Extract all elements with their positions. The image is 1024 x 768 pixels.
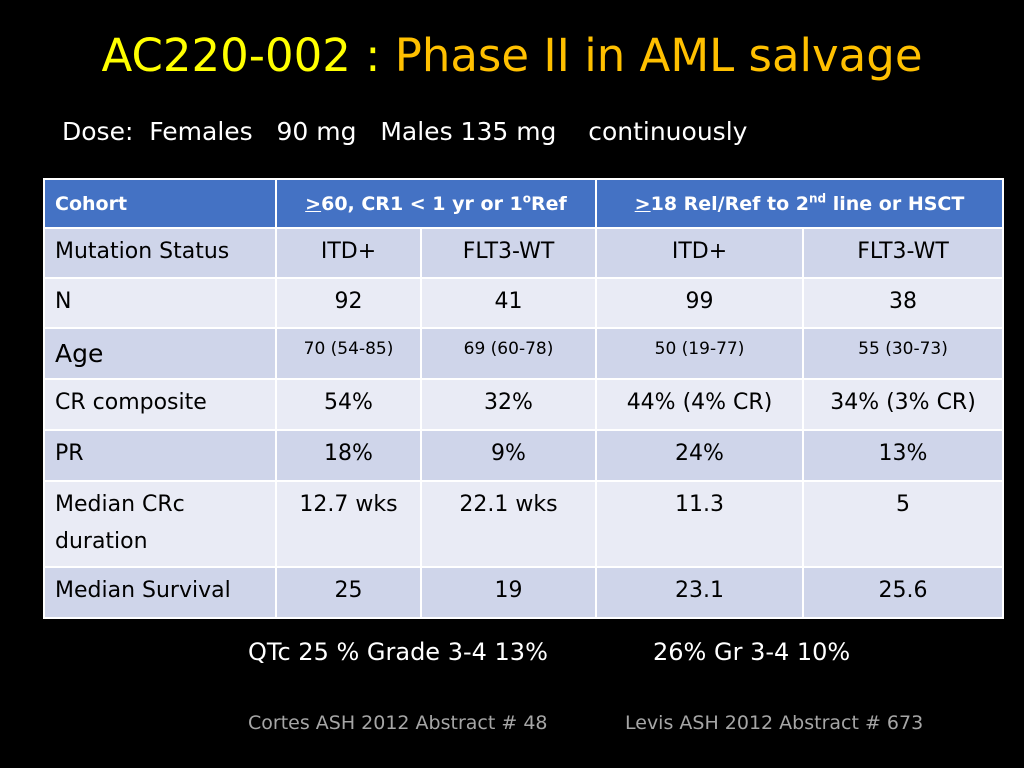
- row-label: N: [43, 277, 277, 329]
- slide-title: AC220-002 : Phase II in AML salvage: [0, 28, 1024, 84]
- table-row: PR 18% 9% 24% 13%: [43, 429, 1005, 482]
- header-group-2-prefix: >: [634, 192, 651, 215]
- table-row: Mutation Status ITD+ FLT3-WT ITD+ FLT3-W…: [43, 227, 1005, 279]
- table-cell: 22.1 wks: [420, 480, 597, 568]
- dose-line: Dose: Females 90 mg Males 135 mg continu…: [62, 117, 748, 146]
- table-cell: 69 (60-78): [420, 327, 597, 380]
- table-row: Median CRc duration 12.7 wks 22.1 wks 11…: [43, 480, 1005, 568]
- title-separator: :: [350, 29, 395, 82]
- table-row: N 92 41 99 38: [43, 277, 1005, 329]
- table-cell: ITD+: [275, 227, 422, 279]
- header-group-2-suffix: line or HSCT: [826, 192, 965, 215]
- table-cell: ITD+: [595, 227, 804, 279]
- table-cell: FLT3-WT: [801, 227, 1005, 279]
- header-group-1-sup: o: [522, 191, 532, 206]
- table-cell: 50 (19-77): [595, 327, 804, 380]
- row-label: Age: [43, 327, 277, 380]
- table-cell: 44% (4% CR): [595, 378, 804, 431]
- table-cell: 19: [420, 566, 597, 619]
- table-cell: 12.7 wks: [275, 480, 422, 568]
- header-group-1-suffix: Ref: [531, 192, 567, 215]
- table-cell: 32%: [420, 378, 597, 431]
- table-cell: 25: [275, 566, 422, 619]
- table-cell: 41: [420, 277, 597, 329]
- table-cell: 5: [801, 480, 1005, 568]
- row-label: Median CRc duration: [43, 480, 277, 568]
- header-group-1-text: 60, CR1 < 1 yr or 1: [321, 192, 523, 215]
- table-cell: 9%: [420, 429, 597, 482]
- header-cohort: Cohort: [43, 178, 277, 229]
- row-label: PR: [43, 429, 277, 482]
- table-row: CR composite 54% 32% 44% (4% CR) 34% (3%…: [43, 378, 1005, 431]
- reference-levis: Levis ASH 2012 Abstract # 673: [625, 712, 924, 734]
- table-cell: 25.6: [801, 566, 1005, 619]
- table-cell: 24%: [595, 429, 804, 482]
- row-label: CR composite: [43, 378, 277, 431]
- qtc-note-left: QTc 25 % Grade 3-4 13%: [248, 638, 548, 666]
- header-group-2-text: 18 Rel/Ref to 2: [650, 192, 809, 215]
- table-row: Age 70 (54-85) 69 (60-78) 50 (19-77) 55 …: [43, 327, 1005, 380]
- table-row: Median Survival 25 19 23.1 25.6: [43, 566, 1005, 619]
- table-cell: 70 (54-85): [275, 327, 422, 380]
- header-group-2-sup: nd: [809, 191, 827, 206]
- table-cell: 54%: [275, 378, 422, 431]
- table-cell: 23.1: [595, 566, 804, 619]
- row-label: Median Survival: [43, 566, 277, 619]
- table-cell: 34% (3% CR): [801, 378, 1005, 431]
- reference-cortes: Cortes ASH 2012 Abstract # 48: [248, 712, 548, 734]
- table-cell: 11.3: [595, 480, 804, 568]
- table-cell: 99: [595, 277, 804, 329]
- table-cell: 18%: [275, 429, 422, 482]
- table-cell: 92: [275, 277, 422, 329]
- results-table: Cohort >60, CR1 < 1 yr or 1oRef >18 Rel/…: [43, 178, 1005, 619]
- header-group-1-prefix: >: [305, 192, 322, 215]
- table-cell: 38: [801, 277, 1005, 329]
- table-cell: 13%: [801, 429, 1005, 482]
- header-group-1: >60, CR1 < 1 yr or 1oRef: [275, 178, 597, 229]
- header-group-2: >18 Rel/Ref to 2nd line or HSCT: [594, 178, 1005, 229]
- title-main: AC220-002: [101, 29, 351, 82]
- row-label: Mutation Status: [43, 227, 277, 279]
- table-cell: 55 (30-73): [801, 327, 1005, 380]
- title-subtitle: Phase II in AML salvage: [394, 29, 923, 82]
- table-cell: FLT3-WT: [420, 227, 597, 279]
- qtc-note-right: 26% Gr 3-4 10%: [653, 638, 851, 666]
- table-header-row: Cohort >60, CR1 < 1 yr or 1oRef >18 Rel/…: [43, 178, 1005, 229]
